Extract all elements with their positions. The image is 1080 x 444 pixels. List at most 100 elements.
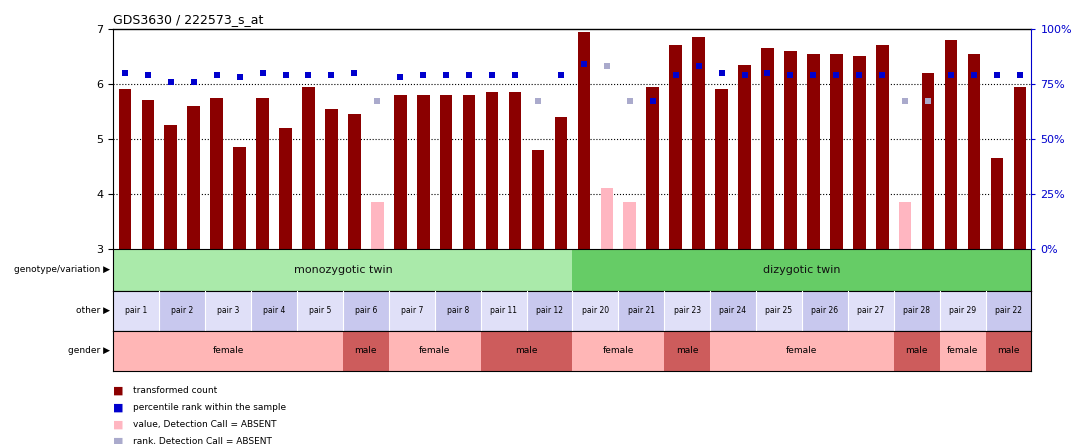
Bar (251, 291, 297, 331)
Text: percentile rank within the sample: percentile rank within the sample (133, 403, 286, 412)
Text: GDS3630 / 222573_s_at: GDS3630 / 222573_s_at (113, 13, 264, 26)
Text: pair 12: pair 12 (536, 306, 563, 315)
Text: pair 2: pair 2 (171, 306, 193, 315)
Bar (205, 291, 251, 331)
Bar (394, 95, 406, 249)
Bar (434, 291, 481, 331)
Text: transformed count: transformed count (133, 386, 217, 395)
Text: female: female (419, 346, 450, 355)
Bar (711, 291, 756, 331)
Text: genotype/variation ▶: genotype/variation ▶ (14, 265, 110, 274)
Text: ■: ■ (113, 436, 124, 444)
Bar (417, 95, 430, 249)
Text: pair 23: pair 23 (674, 306, 701, 315)
Text: pair 28: pair 28 (903, 306, 930, 315)
Text: pair 25: pair 25 (766, 306, 793, 315)
Text: pair 4: pair 4 (262, 306, 285, 315)
Bar (463, 95, 475, 249)
Bar (164, 125, 177, 249)
Bar (1014, 87, 1026, 249)
Bar (372, 202, 383, 249)
Text: rank, Detection Call = ABSENT: rank, Detection Call = ABSENT (133, 437, 272, 444)
Bar (600, 188, 613, 249)
Text: pair 5: pair 5 (309, 306, 332, 315)
Text: other ▶: other ▶ (77, 306, 110, 315)
Text: monozygotic twin: monozygotic twin (294, 265, 392, 275)
Bar (302, 87, 314, 249)
Bar (211, 98, 222, 249)
Text: female: female (947, 346, 978, 355)
Bar (618, 291, 664, 331)
Bar (853, 56, 865, 249)
Text: dizygotic twin: dizygotic twin (764, 265, 840, 275)
Bar (670, 45, 681, 249)
Bar (481, 291, 527, 331)
Text: female: female (213, 346, 244, 355)
Bar (256, 98, 269, 249)
Bar (894, 291, 940, 331)
Bar (761, 48, 773, 249)
Bar (990, 158, 1003, 249)
Text: ■: ■ (113, 386, 124, 396)
Bar (848, 291, 894, 331)
Text: female: female (786, 346, 818, 355)
Bar (831, 54, 842, 249)
Bar (715, 89, 728, 249)
Bar (894, 331, 940, 371)
Text: pair 20: pair 20 (582, 306, 609, 315)
Bar (801, 291, 848, 331)
Text: pair 11: pair 11 (490, 306, 517, 315)
Text: pair 22: pair 22 (995, 306, 1022, 315)
Text: ■: ■ (113, 403, 124, 412)
Bar (280, 128, 292, 249)
Bar (555, 117, 567, 249)
Bar (188, 106, 200, 249)
Bar (968, 54, 981, 249)
Bar (692, 37, 705, 249)
Bar (160, 291, 205, 331)
Text: pair 7: pair 7 (401, 306, 423, 315)
Text: male: male (354, 346, 377, 355)
Bar (578, 32, 590, 249)
Bar (756, 291, 801, 331)
Bar (141, 100, 154, 249)
Bar (986, 291, 1031, 331)
Text: male: male (905, 346, 928, 355)
Text: male: male (515, 346, 538, 355)
Text: pair 21: pair 21 (627, 306, 654, 315)
Text: male: male (676, 346, 699, 355)
Bar (113, 291, 160, 331)
Bar (940, 331, 986, 371)
Bar (572, 331, 664, 371)
Bar (343, 331, 389, 371)
Bar (784, 51, 797, 249)
Bar (572, 249, 1031, 291)
Bar (119, 89, 131, 249)
Text: male: male (997, 346, 1020, 355)
Bar (297, 291, 343, 331)
Bar (389, 331, 481, 371)
Bar (233, 147, 246, 249)
Bar (807, 54, 820, 249)
Bar (623, 202, 636, 249)
Bar (486, 92, 498, 249)
Bar (647, 87, 659, 249)
Bar (343, 291, 389, 331)
Bar (711, 331, 894, 371)
Bar (531, 150, 544, 249)
Bar (986, 331, 1031, 371)
Text: pair 24: pair 24 (719, 306, 746, 315)
Text: gender ▶: gender ▶ (68, 346, 110, 355)
Text: pair 26: pair 26 (811, 306, 838, 315)
Bar (440, 95, 453, 249)
Bar (664, 291, 711, 331)
Bar (945, 40, 957, 249)
Text: pair 27: pair 27 (858, 306, 885, 315)
Text: pair 6: pair 6 (354, 306, 377, 315)
Bar (325, 108, 338, 249)
Bar (664, 331, 711, 371)
Bar (348, 114, 361, 249)
Bar (739, 64, 751, 249)
Bar (113, 331, 343, 371)
Bar (572, 291, 618, 331)
